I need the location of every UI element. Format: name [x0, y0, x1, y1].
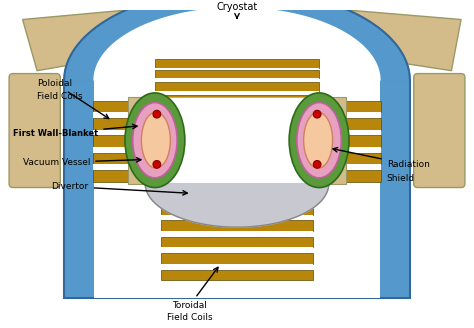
FancyBboxPatch shape: [161, 270, 313, 280]
FancyBboxPatch shape: [93, 164, 128, 170]
FancyBboxPatch shape: [161, 220, 313, 231]
Text: Poloidal: Poloidal: [37, 79, 109, 118]
Polygon shape: [23, 10, 148, 71]
Ellipse shape: [141, 112, 170, 168]
FancyBboxPatch shape: [155, 78, 319, 82]
FancyBboxPatch shape: [161, 215, 313, 220]
Text: Cryostat: Cryostat: [216, 2, 258, 18]
FancyBboxPatch shape: [93, 118, 128, 130]
Ellipse shape: [133, 103, 177, 178]
FancyBboxPatch shape: [161, 253, 313, 264]
FancyBboxPatch shape: [346, 112, 381, 118]
FancyBboxPatch shape: [93, 130, 128, 135]
Text: Shield: Shield: [387, 174, 415, 183]
FancyBboxPatch shape: [155, 91, 319, 95]
FancyBboxPatch shape: [346, 135, 381, 147]
FancyBboxPatch shape: [346, 101, 381, 112]
FancyBboxPatch shape: [64, 80, 410, 297]
FancyBboxPatch shape: [155, 104, 319, 107]
Ellipse shape: [297, 103, 341, 178]
Circle shape: [313, 110, 321, 118]
Polygon shape: [326, 10, 461, 71]
FancyBboxPatch shape: [94, 80, 380, 297]
Circle shape: [153, 110, 161, 118]
FancyBboxPatch shape: [93, 101, 128, 112]
Polygon shape: [64, 0, 410, 80]
Text: Field Coils: Field Coils: [167, 313, 212, 322]
FancyBboxPatch shape: [346, 153, 381, 164]
FancyBboxPatch shape: [128, 97, 145, 184]
FancyBboxPatch shape: [346, 164, 381, 170]
Text: Toroidal: Toroidal: [172, 267, 218, 310]
Text: Divertor: Divertor: [52, 182, 187, 195]
Text: Field Coils: Field Coils: [37, 92, 83, 101]
Circle shape: [313, 160, 321, 168]
Polygon shape: [145, 184, 329, 227]
FancyBboxPatch shape: [155, 70, 319, 78]
FancyBboxPatch shape: [155, 107, 319, 116]
FancyBboxPatch shape: [93, 112, 128, 118]
FancyBboxPatch shape: [93, 135, 128, 147]
FancyBboxPatch shape: [161, 237, 313, 247]
FancyBboxPatch shape: [93, 153, 128, 164]
FancyBboxPatch shape: [414, 73, 465, 188]
Text: First Wall-Blanket: First Wall-Blanket: [13, 124, 137, 138]
FancyBboxPatch shape: [346, 118, 381, 130]
FancyBboxPatch shape: [93, 170, 128, 182]
Ellipse shape: [125, 93, 185, 188]
FancyBboxPatch shape: [155, 95, 319, 104]
FancyBboxPatch shape: [93, 147, 128, 153]
Polygon shape: [94, 8, 380, 80]
Ellipse shape: [304, 112, 333, 168]
Ellipse shape: [289, 93, 349, 188]
FancyBboxPatch shape: [155, 82, 319, 91]
FancyBboxPatch shape: [346, 170, 381, 182]
FancyBboxPatch shape: [9, 73, 60, 188]
FancyBboxPatch shape: [161, 231, 313, 237]
FancyBboxPatch shape: [161, 264, 313, 270]
Text: Radiation: Radiation: [333, 148, 429, 169]
FancyBboxPatch shape: [155, 59, 319, 68]
FancyBboxPatch shape: [161, 247, 313, 253]
FancyBboxPatch shape: [346, 130, 381, 135]
FancyBboxPatch shape: [161, 204, 313, 215]
FancyBboxPatch shape: [346, 147, 381, 153]
Text: Vacuum Vessel: Vacuum Vessel: [23, 157, 141, 167]
FancyBboxPatch shape: [329, 97, 346, 184]
FancyBboxPatch shape: [145, 97, 329, 184]
FancyBboxPatch shape: [155, 68, 319, 70]
Circle shape: [153, 160, 161, 168]
